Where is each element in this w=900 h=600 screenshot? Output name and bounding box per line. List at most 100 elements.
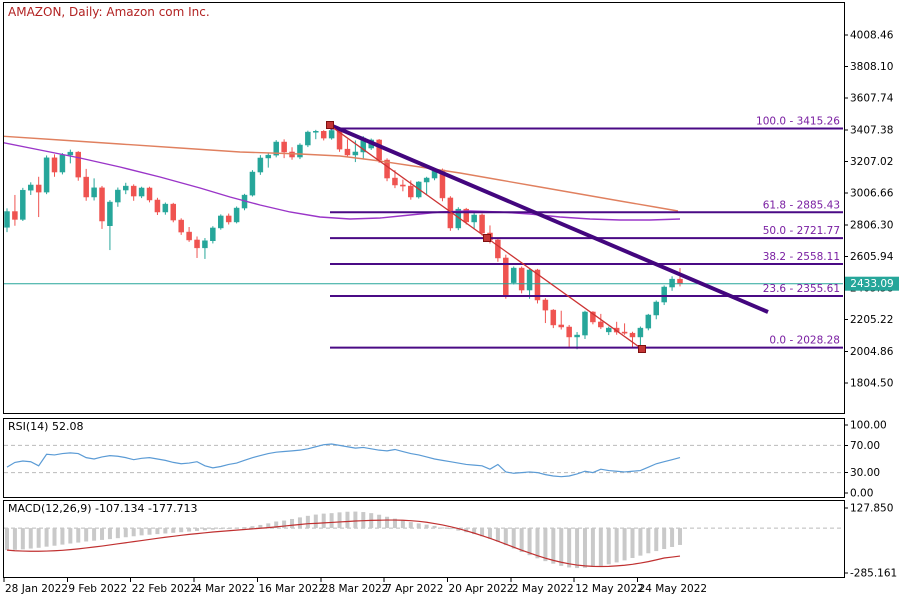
candle [328,128,335,140]
candle [28,182,34,195]
macd-axis-label: 127.850 [850,502,893,514]
main-price-panel [3,2,845,414]
trendline-handle-marker[interactable] [483,234,491,242]
candle [115,187,121,207]
macd-histogram-bar [622,528,627,561]
macd-histogram-bar [155,528,160,535]
candle [4,208,10,233]
candle [479,213,485,236]
candle [20,187,26,222]
candle [518,266,525,294]
price-axis-label: 2004.86 [850,346,894,358]
candle [233,206,240,224]
macd-histogram-bar [614,528,619,563]
date-label: 12 May 2022 [575,583,643,595]
macd-histogram-bar [495,528,500,542]
fib-level-label: 100.0 - 3415.26 [756,116,840,128]
ma-fast-purple [4,142,681,221]
candle [605,326,612,336]
macd-histogram-bar [448,528,453,530]
candle [305,130,311,148]
macd-histogram-bar [44,528,49,547]
candle [550,309,557,329]
date-label: 24 May 2022 [639,583,707,595]
macd-histogram-bar [424,524,429,529]
candle [621,323,628,335]
candle [99,185,105,229]
candle [51,154,58,177]
fibonacci-retracement[interactable] [330,127,844,349]
macd-histogram-bar [282,520,287,529]
macd-histogram-bar [575,528,580,569]
macd-histogram-bar [408,522,413,529]
candle [178,218,184,235]
macd-histogram-bar [543,528,548,562]
macd-histogram-bar [84,528,89,542]
chart-title: AMAZON, Daily: Amazon com Inc. [8,5,210,19]
price-axis-label: 2205.22 [850,314,893,326]
macd-histogram-bar [171,528,176,533]
candle [313,129,319,140]
macd-histogram-bar [36,528,41,548]
macd-histogram [5,511,682,569]
macd-histogram-bar [638,528,643,556]
macd-indicator-label: MACD(12,26,9) -107.134 -177.713 [8,502,198,515]
major-downtrend[interactable] [329,123,769,314]
price-axis-label: 2605.94 [850,251,894,263]
macd-histogram-bar [456,528,461,531]
fib-level-label: 38.2 - 2558.11 [763,251,840,263]
macd-histogram-bar [511,528,516,549]
price-axis-label: 4008.46 [850,29,894,41]
candle [35,176,42,218]
candle [162,202,169,215]
price-axis-label: 3808.10 [850,61,893,73]
candle [210,226,216,244]
candle [574,332,580,350]
macd-histogram-bar [297,517,302,529]
candle [542,298,549,324]
macd-histogram-bar [226,528,231,530]
rsi-layer [4,443,843,478]
macd-histogram-bar [76,528,81,543]
macd-histogram-bar [139,528,144,536]
candle [629,331,636,348]
macd-histogram-bar [92,528,97,541]
candle [218,214,224,230]
trendline-handle-marker[interactable] [326,121,334,129]
candle [257,155,264,175]
macd-histogram-bar [60,528,65,545]
candle [83,168,89,201]
macd-histogram-bar [480,528,485,537]
rsi-axis-label: 0.00 [850,488,873,500]
candle [170,202,177,223]
candle [202,238,208,259]
candle [510,266,517,285]
rsi-panel [3,418,845,498]
macd-histogram-bar [52,528,57,546]
price-axis-label: 1804.50 [850,378,893,390]
macd-histogram-bar [590,528,595,567]
candle [273,140,279,158]
rsi-axis-label: 30.00 [850,467,880,479]
ma-slow-orange [4,135,679,212]
macd-axis-label: -285.161 [850,567,897,579]
candle [75,151,82,181]
macd-histogram-bar [662,528,667,550]
macd-histogram-bar [400,520,405,529]
macd-histogram-bar [266,523,271,529]
candle [186,227,192,242]
trendline-handle-marker[interactable] [638,345,646,353]
macd-histogram-bar [321,513,326,529]
date-label: 22 Feb 2022 [132,583,197,595]
date-label: 16 Mar 2022 [258,583,325,595]
macd-histogram-bar [654,528,659,552]
macd-histogram-bar [361,512,366,529]
macd-histogram-bar [218,528,223,530]
candle [130,184,137,201]
macd-histogram-bar [416,523,421,529]
macd-histogram-bar [598,528,603,566]
date-label: 7 Apr 2022 [385,583,443,595]
macd-histogram-bar [258,524,263,529]
current-price-badge-value: 2433.09 [850,278,893,290]
macd-histogram-bar [472,528,477,535]
